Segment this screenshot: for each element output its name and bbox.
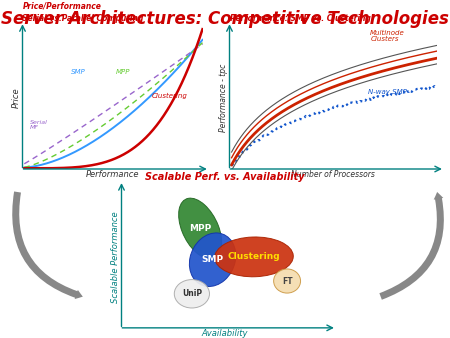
Text: Performance: SMP vs. Clustering: Performance: SMP vs. Clustering: [230, 15, 370, 23]
Y-axis label: Performance - tpc: Performance - tpc: [219, 64, 228, 132]
Text: MPP: MPP: [116, 69, 130, 75]
Text: Clustering: Clustering: [228, 252, 280, 261]
Text: UniP: UniP: [182, 289, 202, 298]
Text: SMP: SMP: [71, 69, 86, 75]
Ellipse shape: [274, 269, 301, 293]
X-axis label: Number of Processors: Number of Processors: [291, 170, 375, 179]
Ellipse shape: [179, 198, 222, 259]
Text: Server Architectures: Competitive Technologies: Server Architectures: Competitive Techno…: [1, 10, 449, 28]
Ellipse shape: [189, 233, 236, 287]
Text: SMP: SMP: [202, 255, 224, 264]
Y-axis label: Price: Price: [12, 88, 21, 108]
Text: N-way SMP: N-way SMP: [368, 89, 407, 95]
Text: Serial
MF: Serial MF: [30, 120, 48, 130]
Ellipse shape: [215, 237, 293, 277]
Text: FT: FT: [282, 276, 292, 286]
Ellipse shape: [174, 280, 210, 308]
X-axis label: Performance: Performance: [86, 170, 139, 179]
Text: Clustering: Clustering: [152, 93, 188, 99]
Text: MPP: MPP: [189, 224, 212, 233]
Y-axis label: Scalable Performance: Scalable Performance: [111, 211, 120, 303]
Text: Serial vs.Parallel Computing: Serial vs.Parallel Computing: [22, 14, 144, 23]
Text: Multinode
Clusters: Multinode Clusters: [370, 30, 405, 42]
Text: Price/Performance: Price/Performance: [22, 1, 101, 10]
Title: Scalable Perf. vs. Availability: Scalable Perf. vs. Availability: [145, 172, 305, 182]
X-axis label: Availability: Availability: [202, 329, 248, 338]
